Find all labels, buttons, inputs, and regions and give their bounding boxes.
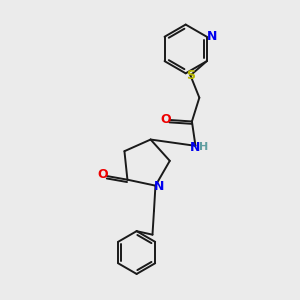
Text: H: H [199,142,208,152]
Text: S: S [186,69,195,82]
Text: N: N [154,180,164,193]
Text: O: O [98,168,108,182]
Text: N: N [190,141,200,154]
Text: N: N [207,30,217,43]
Text: O: O [160,113,171,127]
